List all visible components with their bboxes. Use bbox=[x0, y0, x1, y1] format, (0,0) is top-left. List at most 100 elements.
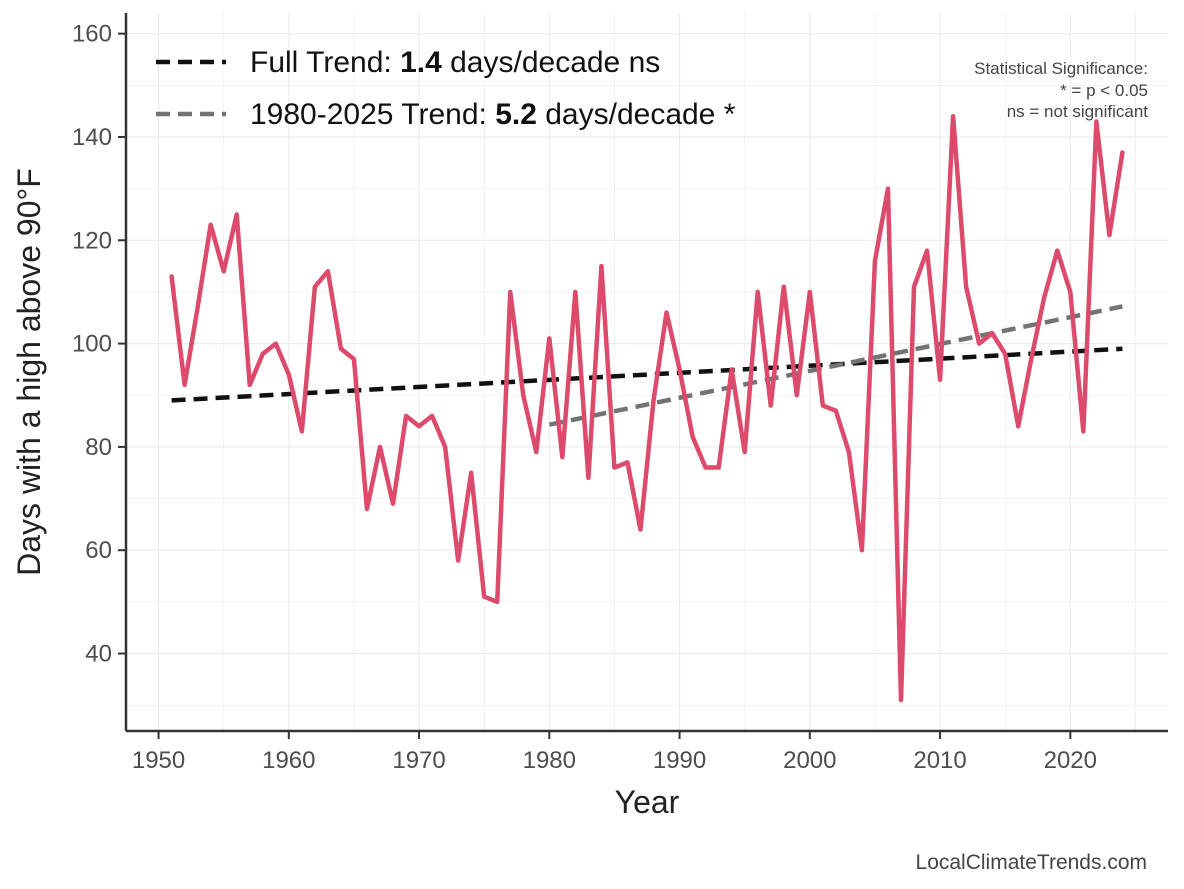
data-point-1984 bbox=[599, 264, 603, 268]
legend-recent-trend-value: 5.2 bbox=[495, 98, 537, 131]
x-tick-label-1980: 1980 bbox=[523, 747, 576, 774]
data-point-1951 bbox=[169, 274, 173, 278]
significance-note: Statistical Significance: * = p < 0.05 n… bbox=[974, 59, 1148, 121]
data-point-2015 bbox=[1003, 352, 1007, 356]
data-point-1971 bbox=[430, 414, 434, 418]
data-point-2024 bbox=[1120, 150, 1124, 154]
x-tick-label-1970: 1970 bbox=[392, 747, 445, 774]
significance-line-p: * = p < 0.05 bbox=[1060, 81, 1148, 100]
x-axis-title: Year bbox=[615, 784, 680, 820]
axes bbox=[124, 13, 1168, 733]
x-tick-label-1950: 1950 bbox=[132, 747, 185, 774]
trend-lines bbox=[171, 304, 1123, 427]
y-tick-label-100: 100 bbox=[72, 331, 112, 358]
y-tick-label-60: 60 bbox=[85, 537, 112, 564]
data-point-1987 bbox=[638, 527, 642, 531]
legend-label-full-trend: Full Trend: 1.4 days/decade ns bbox=[250, 46, 660, 79]
data-point-2023 bbox=[1107, 233, 1111, 237]
y-tick-label-140: 140 bbox=[72, 124, 112, 151]
data-point-2011 bbox=[951, 114, 955, 118]
x-tick-label-2020: 2020 bbox=[1044, 747, 1097, 774]
data-point-1964 bbox=[339, 347, 343, 351]
data-point-1955 bbox=[221, 269, 225, 273]
data-point-1972 bbox=[443, 445, 447, 449]
data-point-1970 bbox=[417, 424, 421, 428]
data-point-1973 bbox=[456, 558, 460, 562]
data-point-1996 bbox=[756, 290, 760, 294]
data-point-1961 bbox=[300, 429, 304, 433]
data-point-1979 bbox=[534, 450, 538, 454]
trend-line-full bbox=[171, 346, 1123, 403]
legend: Full Trend: 1.4 days/decade ns 1980-2025… bbox=[156, 46, 736, 131]
significance-title: Statistical Significance: bbox=[974, 59, 1148, 78]
x-tick-label-1990: 1990 bbox=[653, 747, 706, 774]
data-point-1956 bbox=[235, 212, 239, 216]
y-tick-label-160: 160 bbox=[72, 21, 112, 48]
data-point-2014 bbox=[990, 331, 994, 335]
data-point-1994 bbox=[729, 367, 733, 371]
legend-full-trend-value: 1.4 bbox=[400, 46, 442, 79]
data-point-2017 bbox=[1029, 357, 1033, 361]
data-point-2008 bbox=[912, 285, 916, 289]
data-point-1988 bbox=[651, 398, 655, 402]
data-point-1981 bbox=[560, 455, 564, 459]
data-point-1998 bbox=[782, 285, 786, 289]
series-line-0 bbox=[169, 114, 1125, 703]
data-point-1962 bbox=[313, 285, 317, 289]
data-point-1983 bbox=[586, 476, 590, 480]
legend-recent-trend-prefix: 1980-2025 Trend: bbox=[250, 98, 495, 131]
legend-full-trend-suffix: days/decade ns bbox=[442, 46, 660, 79]
data-point-1995 bbox=[742, 450, 746, 454]
y-axis-title: Days with a high above 90°F bbox=[11, 168, 47, 576]
data-point-2020 bbox=[1068, 290, 1072, 294]
data-point-1967 bbox=[378, 445, 382, 449]
data-point-1985 bbox=[612, 465, 616, 469]
significance-line-ns: ns = not significant bbox=[1007, 102, 1149, 121]
data-point-1990 bbox=[677, 367, 681, 371]
data-point-1957 bbox=[248, 383, 252, 387]
data-point-1969 bbox=[404, 414, 408, 418]
data-point-1959 bbox=[274, 341, 278, 345]
data-point-1977 bbox=[508, 290, 512, 294]
data-point-2013 bbox=[977, 341, 981, 345]
data-point-2021 bbox=[1081, 429, 1085, 433]
data-point-1978 bbox=[521, 393, 525, 397]
data-point-1952 bbox=[182, 383, 186, 387]
data-point-2001 bbox=[821, 403, 825, 407]
data-point-1991 bbox=[690, 434, 694, 438]
data-point-2004 bbox=[860, 548, 864, 552]
data-point-1989 bbox=[664, 310, 668, 314]
y-tick-label-80: 80 bbox=[85, 434, 112, 461]
data-point-1954 bbox=[208, 223, 212, 227]
data-point-1960 bbox=[287, 372, 291, 376]
data-point-1999 bbox=[795, 393, 799, 397]
data-point-2005 bbox=[873, 259, 877, 263]
data-point-2012 bbox=[964, 285, 968, 289]
data-point-2009 bbox=[925, 248, 929, 252]
data-point-1968 bbox=[391, 502, 395, 506]
credit-text: LocalClimateTrends.com bbox=[916, 851, 1147, 874]
data-point-1958 bbox=[261, 352, 265, 356]
trend-line-recent bbox=[548, 304, 1123, 427]
data-point-1982 bbox=[573, 290, 577, 294]
data-point-1975 bbox=[482, 594, 486, 598]
data-point-2018 bbox=[1042, 295, 1046, 299]
y-tick-label-40: 40 bbox=[85, 641, 112, 668]
data-point-1965 bbox=[352, 357, 356, 361]
data-point-1966 bbox=[365, 507, 369, 511]
legend-label-recent-trend: 1980-2025 Trend: 5.2 days/decade * bbox=[250, 98, 736, 131]
data-series bbox=[169, 114, 1125, 703]
data-point-1992 bbox=[703, 465, 707, 469]
x-tick-label-2000: 2000 bbox=[783, 747, 836, 774]
x-tick-label-1960: 1960 bbox=[262, 747, 315, 774]
x-tick-label-2010: 2010 bbox=[913, 747, 966, 774]
legend-full-trend-prefix: Full Trend: bbox=[250, 46, 400, 79]
y-tick-label-120: 120 bbox=[72, 227, 112, 254]
data-point-2016 bbox=[1016, 424, 1020, 428]
data-point-2002 bbox=[834, 409, 838, 413]
data-point-2006 bbox=[886, 186, 890, 190]
data-point-2003 bbox=[847, 450, 851, 454]
data-point-1997 bbox=[769, 403, 773, 407]
data-point-2007 bbox=[899, 698, 903, 702]
